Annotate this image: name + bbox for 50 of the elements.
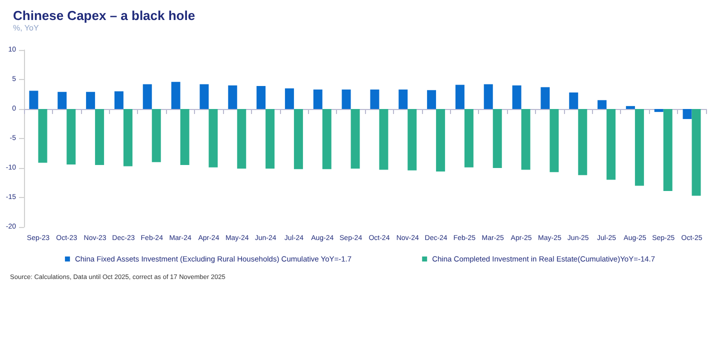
bar <box>398 90 408 109</box>
bar <box>540 87 550 109</box>
bar <box>484 84 493 109</box>
bar <box>180 109 190 166</box>
bar <box>370 90 380 109</box>
bar <box>294 109 303 170</box>
bar <box>492 109 502 168</box>
bar <box>427 90 436 109</box>
bar <box>95 109 104 166</box>
bar <box>322 109 332 170</box>
bar <box>692 109 701 196</box>
bar <box>379 109 388 170</box>
bar <box>342 90 351 109</box>
bar <box>58 92 67 109</box>
bar <box>455 84 464 109</box>
bar <box>313 90 322 109</box>
bar <box>38 109 48 163</box>
bar <box>350 109 360 169</box>
bar <box>171 82 180 109</box>
bar <box>598 100 607 109</box>
bar <box>152 109 161 162</box>
bar <box>663 109 672 192</box>
bar <box>123 109 132 166</box>
bar <box>626 106 635 109</box>
bar <box>29 90 38 109</box>
bar <box>578 109 588 176</box>
bar <box>66 109 76 164</box>
bar <box>464 109 474 168</box>
bar <box>569 92 578 109</box>
bar <box>408 109 417 170</box>
chart-subtitle: %, YoY <box>13 24 40 32</box>
bar <box>512 85 522 109</box>
bar <box>606 109 616 180</box>
bar <box>200 84 209 109</box>
bar <box>114 91 124 109</box>
bar <box>228 85 238 109</box>
bar <box>86 92 96 109</box>
bar <box>266 109 275 169</box>
bar <box>436 109 446 172</box>
bar <box>142 84 152 109</box>
bar <box>634 109 644 186</box>
bar <box>682 109 692 120</box>
bar <box>550 109 559 172</box>
bar <box>237 109 246 169</box>
bar <box>208 109 218 168</box>
bar <box>521 109 530 170</box>
chart-title: Chinese Capex – a black hole <box>13 8 196 23</box>
bar <box>256 86 266 109</box>
bar <box>654 109 664 112</box>
bar <box>284 88 294 109</box>
